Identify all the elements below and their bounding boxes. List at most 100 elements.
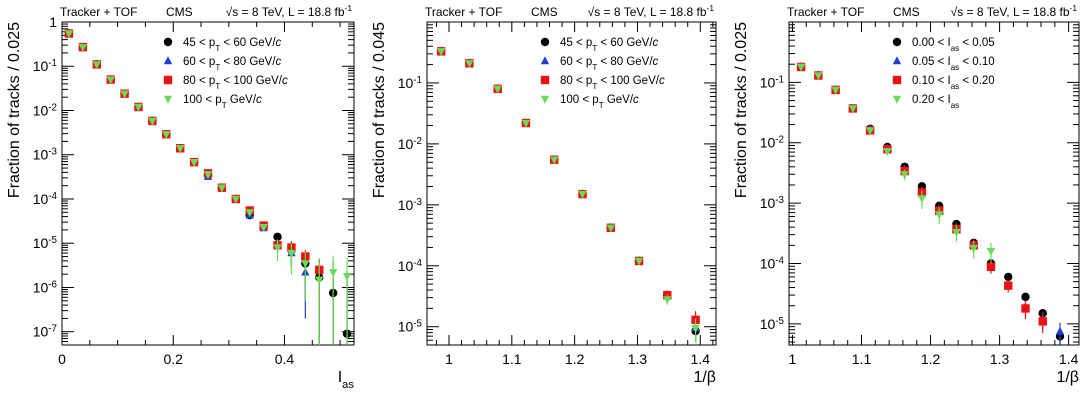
- legend-marker: [892, 75, 902, 85]
- data-point: [301, 260, 310, 269]
- data-point: [134, 103, 143, 112]
- data-point: [1021, 304, 1030, 313]
- data-point: [1021, 292, 1030, 302]
- data-point: [465, 60, 474, 69]
- x-tick-label: 0.2: [164, 351, 184, 367]
- y-tick-label: 10-5: [760, 315, 785, 332]
- y-tick-label: 10-3: [760, 195, 785, 212]
- legend-entry: 45 < pT < 60 GeV/c: [560, 37, 659, 53]
- data-point: [106, 76, 115, 85]
- y-tick-label: 10-2: [398, 135, 422, 152]
- data-point: [287, 249, 296, 258]
- data-point: [259, 224, 268, 232]
- data-point: [189, 158, 199, 167]
- data-point: [436, 48, 446, 57]
- data-point: [550, 156, 559, 165]
- legend-marker: [892, 56, 902, 65]
- legend-entry: 100 < pT GeV/c: [183, 94, 262, 110]
- data-point: [952, 228, 961, 237]
- y-axis-label: Fraction of tracks / 0.025: [733, 22, 750, 198]
- y-tick-label: 10-4: [33, 190, 58, 207]
- x-tick-label: 0.4: [275, 351, 295, 367]
- data-point: [1004, 281, 1013, 290]
- series-2: [436, 46, 700, 339]
- legend-entry: 0.00 < Ias < 0.05: [912, 37, 995, 53]
- data-point: [865, 127, 875, 136]
- legend-entry: 0.10 < Ias < 0.20: [912, 75, 995, 91]
- data-point: [934, 211, 944, 220]
- x-axis-label: 1/β: [1056, 369, 1079, 386]
- legend-entry: 60 < pT < 80 GeV/c: [183, 56, 282, 72]
- data-point: [986, 247, 996, 256]
- data-point: [1055, 326, 1065, 335]
- y-tick-label: 10-2: [760, 134, 784, 151]
- data-point: [986, 262, 996, 272]
- header-experiment: CMS: [531, 5, 558, 19]
- legend-marker: [540, 95, 550, 104]
- legend-entry: 60 < pT < 80 GeV/c: [560, 56, 659, 72]
- data-point: [917, 195, 927, 204]
- x-tick-label: 1: [445, 351, 453, 367]
- data-point: [969, 244, 978, 253]
- header-energy-lumi: √s = 8 TeV, L = 18.8 fb-1: [951, 3, 1078, 19]
- data-point: [217, 184, 227, 193]
- y-tick-label: 10-5: [33, 235, 58, 252]
- data-point: [831, 86, 840, 95]
- data-point: [521, 119, 531, 128]
- chart-panel-3: 1 1.1 1.2 1.3 1.4 10-5 10-4 10-3 10-2 10-1 Fractio…: [733, 3, 1080, 386]
- data-point: [493, 85, 502, 94]
- data-point: [883, 148, 892, 157]
- x-tick-label: 1.2: [565, 351, 585, 367]
- plot-frame: [788, 21, 1080, 346]
- data-point: [78, 43, 88, 52]
- data-point: [900, 171, 909, 180]
- data-point: [175, 145, 185, 153]
- legend-entry: 0.05 < Ias < 0.10: [912, 56, 995, 72]
- y-tick-label: 1: [49, 14, 57, 30]
- legend-marker: [540, 56, 550, 65]
- series-3: [436, 47, 700, 333]
- y-tick-label: 10-4: [398, 257, 423, 274]
- plot-frame: [61, 21, 355, 346]
- x-tick-label: 1.4: [1059, 351, 1079, 367]
- legend-marker: [540, 37, 550, 47]
- x-axis-label: 1/β: [693, 369, 716, 386]
- series-1: [436, 47, 700, 343]
- header-detector: Tracker + TOF: [787, 5, 864, 19]
- chart-panel-2: 1 1.1 1.2 1.3 1.4 10-5 10-4 10-3 10-2 10-1 Fractio…: [371, 3, 717, 386]
- legend-marker: [540, 75, 550, 85]
- y-axis-label: Fraction of tracks / 0.025: [6, 22, 23, 198]
- legend-marker: [892, 37, 902, 47]
- data-point: [64, 30, 74, 39]
- legend-marker: [163, 75, 173, 85]
- data-point: [578, 190, 587, 199]
- data-point: [273, 232, 282, 241]
- legend-marker: [892, 95, 902, 104]
- y-tick-label: 10-1: [33, 58, 57, 75]
- y-tick-label: 10-7: [33, 323, 57, 340]
- legend-marker: [163, 95, 173, 104]
- plot-frame: [426, 21, 717, 346]
- data-point: [848, 105, 858, 114]
- x-tick-label: 1.1: [502, 351, 522, 367]
- legend-marker: [163, 56, 173, 65]
- x-tick-label: 1.2: [921, 351, 941, 367]
- x-tick-label: 1.3: [628, 351, 648, 367]
- y-tick-label: 10-3: [398, 196, 423, 213]
- data-point: [814, 72, 823, 81]
- header-experiment: CMS: [166, 5, 193, 19]
- legend-marker: [163, 37, 173, 47]
- x-tick-label: 0: [58, 351, 66, 367]
- legend-entry: 100 < pT GeV/c: [560, 94, 639, 110]
- legend-entry: 45 < pT < 60 GeV/c: [183, 37, 282, 53]
- x-tick-label: 1.4: [691, 351, 711, 367]
- data-point: [92, 61, 101, 70]
- data-point: [634, 257, 644, 266]
- data-point: [245, 209, 254, 218]
- data-point: [148, 117, 157, 126]
- legend-entry: 0.20 < Ias: [912, 94, 959, 110]
- data-point: [1038, 317, 1047, 326]
- series-4: [436, 48, 700, 343]
- data-point: [796, 63, 806, 72]
